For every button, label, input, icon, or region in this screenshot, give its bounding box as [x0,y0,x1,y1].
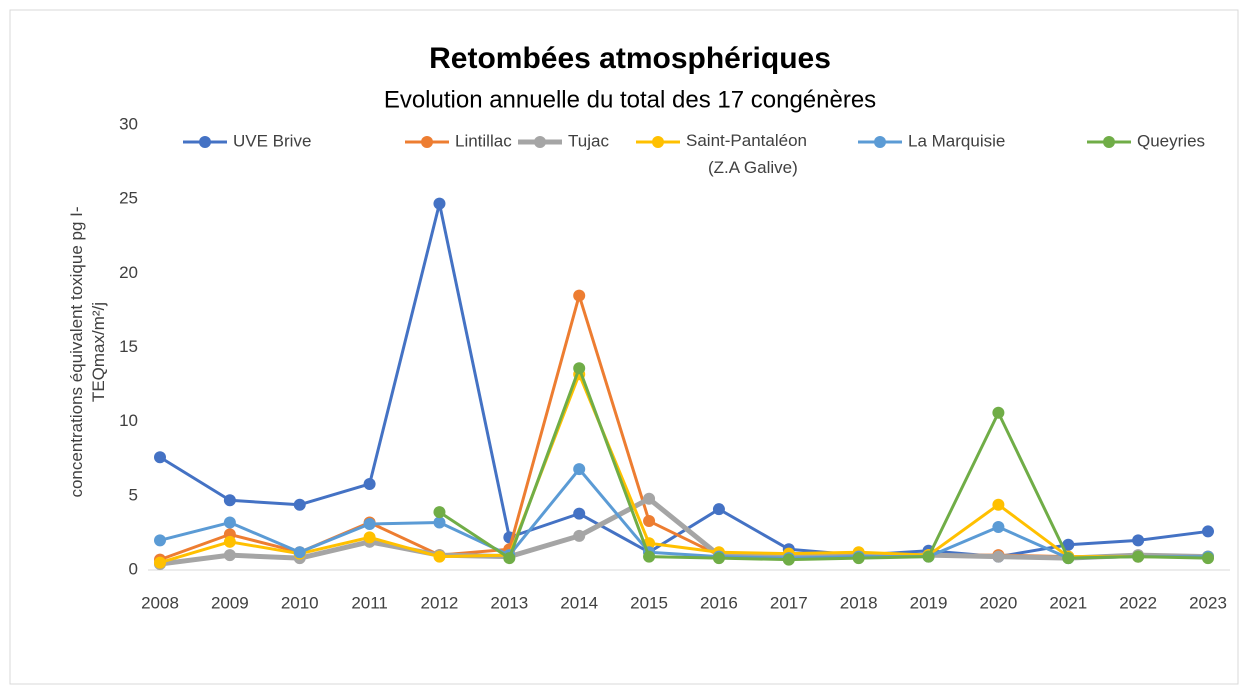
data-point [293,498,306,511]
data-point [154,556,166,569]
data-point [154,534,166,547]
x-tick-label: 2014 [560,593,598,612]
data-point [922,550,935,563]
x-tick-label: 2008 [141,593,179,612]
data-point [363,518,376,531]
data-point [573,362,586,375]
data-point [363,531,376,544]
data-point [1132,534,1145,547]
data-point [573,529,586,542]
data-point [433,550,446,563]
x-tick-label: 2011 [351,593,388,612]
series-line [159,496,1209,567]
data-point [1062,552,1075,565]
x-tick-label: 2016 [700,593,738,612]
legend-marker [421,136,433,148]
y-tick-label: 5 [129,485,138,504]
data-point [712,552,725,565]
data-point [643,550,656,563]
data-point [573,289,586,302]
legend-label: La Marquisie [908,131,1005,150]
legend-label: Saint-Pantaléon (Z.A Galive) [686,131,807,177]
legend-marker [534,136,546,148]
data-point [992,520,1005,533]
x-tick-label: 2012 [421,593,459,612]
data-point [852,552,865,565]
data-point [643,492,656,505]
y-tick-label: 0 [129,559,138,578]
data-point [992,406,1005,419]
chart-border [9,9,1239,685]
series-line [159,202,1209,559]
data-point [503,552,516,565]
y-tick-label: 20 [119,263,138,282]
x-tick-label: 2020 [979,593,1017,612]
data-point [1132,550,1145,563]
data-point [712,503,725,516]
data-point [992,550,1005,563]
data-point [782,553,795,566]
data-point [573,463,586,476]
data-point [223,494,236,507]
y-tick-label: 25 [119,189,138,208]
x-tick-label: 2009 [211,593,249,612]
data-point [1202,552,1214,565]
x-tick-label: 2021 [1049,593,1087,612]
legend-label: Queyries [1137,131,1205,150]
data-point [433,506,446,519]
chart-subtitle: Evolution annuelle du total des 17 congé… [384,86,876,113]
data-point [363,477,376,490]
data-point [1202,525,1214,538]
chart-title: Retombées atmosphériques [429,42,831,75]
data-point [223,549,236,562]
data-point [573,507,586,520]
x-tick-label: 2023 [1189,593,1227,612]
y-tick-label: 10 [119,411,138,430]
data-point [223,535,236,548]
legend-marker [652,136,664,148]
legend-label: UVE Brive [233,131,311,150]
x-tick-label: 2010 [281,593,319,612]
x-tick-label: 2017 [770,593,808,612]
x-tick-label: 2019 [910,593,948,612]
y-tick-label: 15 [119,337,138,356]
legend-marker [874,136,886,148]
data-point [293,546,306,559]
legend-label: Lintillac [455,131,512,150]
data-point [643,515,656,528]
series-line [159,467,1208,560]
y-axis-label: concentrations équivalent toxique pg I-T… [67,206,108,498]
x-tick-label: 2013 [490,593,528,612]
data-point [992,498,1005,511]
x-tick-label: 2015 [630,593,668,612]
data-point [433,197,446,210]
x-tick-label: 2018 [840,593,878,612]
data-point [223,516,236,529]
legend-label: Tujac [568,131,609,150]
data-point [1062,538,1075,551]
y-tick-label: 30 [119,114,138,133]
data-point [154,451,166,464]
x-tick-label: 2022 [1119,593,1157,612]
legend-marker [1103,136,1115,148]
series-line [159,372,1208,565]
legend-marker [199,136,211,148]
series-line [438,366,1209,562]
data-point [433,516,446,529]
